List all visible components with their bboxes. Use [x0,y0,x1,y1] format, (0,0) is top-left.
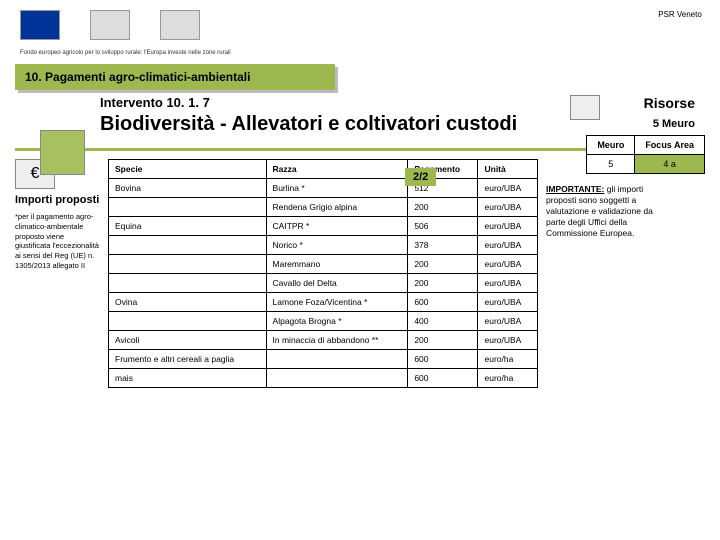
left-column: € Importi proposti *per il pagamento agr… [15,159,100,388]
table-cell: Ovina [109,293,267,312]
table-row: Alpagota Brogna *400euro/UBA [109,312,538,331]
table-cell: Rendena Grigio alpina [266,198,408,217]
table-cell: euro/UBA [478,236,538,255]
mini-v1: 5 [587,155,635,174]
veneto-logo-icon [160,10,200,40]
table-cell: Cavallo del Delta [266,274,408,293]
mini-h1: Meuro [587,136,635,155]
section-bar: 10. Pagamenti agro-climatici-ambientali [15,64,335,90]
importi-title: Importi proposti [15,194,100,206]
table-cell: euro/ha [478,369,538,388]
table-cell [109,312,267,331]
table-cell: euro/ha [478,350,538,369]
table-cell [109,274,267,293]
table-cell: 378 [408,236,478,255]
intervento-icon [40,130,85,175]
table-cell: Lamone Foza/Vicentina * [266,293,408,312]
eu-flag-icon [20,10,60,40]
footnote: *per il pagamento agro-climatico-ambient… [15,212,100,271]
header-logos [0,0,720,50]
mini-h2: Focus Area [635,136,705,155]
table-cell: CAITPR * [266,217,408,236]
table-cell [266,350,408,369]
table-cell: 600 [408,293,478,312]
table-cell: euro/UBA [478,293,538,312]
table-row: Cavallo del Delta200euro/UBA [109,274,538,293]
table-row: BovinaBurlina *512euro/UBA [109,179,538,198]
title-block: Intervento 10. 1. 7 Biodiversità - Allev… [100,95,720,136]
table-row: Frumento e altri cereali a paglia 600euro… [109,350,538,369]
table-cell: 200 [408,198,478,217]
table-header: Unità [478,160,538,179]
table-cell: Equina [109,217,267,236]
table-cell: Maremmano [266,255,408,274]
table-cell: 200 [408,255,478,274]
table-row: Norico *378euro/UBA [109,236,538,255]
table-cell: 600 [408,350,478,369]
resources-mini-table: MeuroFocus Area 54 a [586,135,705,174]
meuro-label: 5 Meuro [653,118,695,130]
table-cell: euro/UBA [478,331,538,350]
table-row: EquinaCAITPR *506euro/UBA [109,217,538,236]
table-cell: mais [109,369,267,388]
mini-v2: 4 a [635,155,705,174]
table-cell: euro/UBA [478,312,538,331]
page-badge: 2/2 [405,168,436,186]
intervento-code: Intervento 10. 1. 7 [100,95,720,110]
table-cell: In minaccia di abbandono ** [266,331,408,350]
payments-table: SpecieRazzaPagamentoUnità BovinaBurlina … [108,159,538,388]
table-row: Rendena Grigio alpina200euro/UBA [109,198,538,217]
table-row: mais 600euro/ha [109,369,538,388]
table-header: Razza [266,160,408,179]
table-row: OvinaLamone Foza/Vicentina *600euro/UBA [109,293,538,312]
table-cell: Bovina [109,179,267,198]
table-cell: euro/UBA [478,179,538,198]
table-cell: 506 [408,217,478,236]
table-cell [109,255,267,274]
table-cell [109,198,267,217]
table-cell: Alpagota Brogna * [266,312,408,331]
table-cell: euro/UBA [478,217,538,236]
table-cell: euro/UBA [478,274,538,293]
risorse-icon [570,95,600,120]
main-title: Biodiversità - Allevatori e coltivatori … [100,112,720,136]
table-cell: 400 [408,312,478,331]
table-header: Specie [109,160,267,179]
table-cell [266,369,408,388]
table-cell: Norico * [266,236,408,255]
table-cell: Avicoli [109,331,267,350]
table-row: AvicoliIn minaccia di abbandono **200eur… [109,331,538,350]
table-cell: euro/UBA [478,255,538,274]
note-label: IMPORTANTE: [546,184,604,194]
tagline: Fondo europeo agricolo per lo sviluppo r… [0,50,720,56]
table-cell: Burlina * [266,179,408,198]
table-cell: euro/UBA [478,198,538,217]
table-cell [109,236,267,255]
table-cell: 200 [408,274,478,293]
important-note: IMPORTANTE: gli importi proposti sono so… [546,159,666,388]
risorse-label: Risorse [644,95,695,111]
table-cell: 200 [408,331,478,350]
table-row: Maremmano200euro/UBA [109,255,538,274]
italy-emblem-icon [90,10,130,40]
table-cell: 600 [408,369,478,388]
table-cell: Frumento e altri cereali a paglia [109,350,267,369]
psr-logo-icon: PSR Veneto [655,10,705,50]
